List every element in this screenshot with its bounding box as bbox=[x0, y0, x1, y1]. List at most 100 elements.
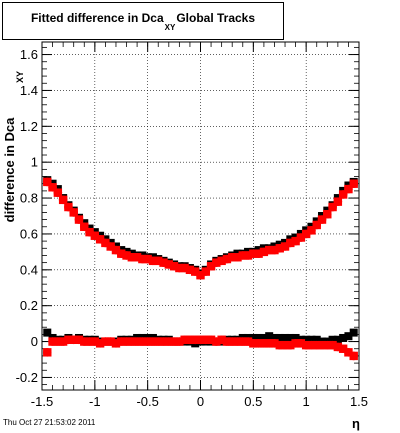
data-point-square bbox=[270, 245, 279, 255]
data-point-square bbox=[206, 335, 216, 344]
data-point-square bbox=[169, 337, 179, 346]
data-point-square bbox=[228, 253, 237, 262]
data-point-square bbox=[323, 340, 332, 350]
data-point-square bbox=[338, 344, 348, 353]
data-point-square bbox=[249, 339, 258, 348]
data-point-square bbox=[317, 215, 327, 224]
data-point bbox=[259, 333, 268, 342]
data-point-square bbox=[53, 337, 63, 346]
data-point-square bbox=[249, 249, 258, 258]
data-point bbox=[249, 333, 258, 342]
data-point-square bbox=[196, 335, 205, 344]
data-point-square bbox=[169, 262, 179, 271]
chart-title-box: Fitted difference in DcaXYGlobal Tracks bbox=[2, 2, 284, 40]
data-point-square bbox=[101, 337, 110, 346]
data-point-square bbox=[317, 340, 327, 350]
data-point-square bbox=[164, 260, 173, 269]
data-point-square bbox=[312, 220, 321, 230]
data-point-square bbox=[307, 226, 316, 235]
data-point-square bbox=[122, 251, 131, 260]
y-axis-label-subscript: XY bbox=[15, 71, 25, 83]
data-point-square bbox=[111, 245, 121, 255]
data-point bbox=[265, 332, 274, 341]
data-point-square bbox=[85, 227, 94, 237]
data-point-square bbox=[275, 340, 284, 350]
data-point-square bbox=[80, 222, 89, 231]
y-tick-label: 0.2 bbox=[20, 298, 38, 313]
data-point-square bbox=[175, 263, 184, 273]
data-point-square bbox=[74, 215, 84, 224]
data-point-square bbox=[333, 342, 343, 352]
data-point-square bbox=[69, 208, 78, 217]
data-point-square bbox=[307, 340, 316, 350]
data-point-square bbox=[275, 244, 284, 253]
data-point-square bbox=[243, 337, 253, 346]
y-tick-label: 1 bbox=[31, 155, 38, 170]
data-point-square bbox=[296, 233, 306, 242]
data-point-square bbox=[280, 340, 290, 350]
data-point-square bbox=[270, 339, 279, 348]
data-point-square bbox=[90, 337, 100, 346]
data-point-square bbox=[74, 335, 84, 344]
data-point-square bbox=[201, 267, 210, 276]
data-point-square bbox=[312, 340, 321, 350]
data-point-square bbox=[64, 335, 73, 344]
data-point-square bbox=[175, 337, 184, 346]
tick-labels: -1.5 -1 -0.5 0 0.5 1 1.5 -0.2 0 0.2 0.4 0.6 0.8 1 1.2 1… bbox=[16, 47, 368, 409]
data-point bbox=[275, 333, 284, 342]
data-point bbox=[286, 333, 295, 342]
data-point-square bbox=[286, 238, 295, 248]
data-point-square bbox=[148, 256, 158, 266]
data-point-square bbox=[58, 195, 68, 205]
data-point-square bbox=[328, 340, 337, 350]
data-point bbox=[291, 333, 300, 342]
data-point bbox=[281, 333, 290, 342]
x-tick-label: 1 bbox=[303, 394, 310, 409]
data-point-square bbox=[254, 339, 263, 348]
y-tick-label: 0.6 bbox=[20, 226, 38, 241]
data-point-square bbox=[106, 337, 115, 346]
data-point bbox=[270, 333, 279, 342]
data-point-square bbox=[53, 188, 63, 197]
data-point-square bbox=[143, 254, 152, 264]
data-point-square bbox=[138, 337, 147, 346]
data-point bbox=[333, 335, 342, 344]
chart-title: Fitted difference in DcaXYGlobal Tracks bbox=[3, 11, 283, 32]
data-point-square bbox=[228, 337, 237, 346]
data-point-square bbox=[180, 335, 189, 344]
data-point-square bbox=[344, 184, 353, 194]
data-point bbox=[307, 335, 316, 344]
chart-title-subscript: XY bbox=[164, 23, 176, 32]
axis-ticks bbox=[41, 42, 360, 390]
data-point-square bbox=[90, 231, 100, 240]
data-point-square bbox=[122, 337, 131, 346]
chart-title-main: Fitted difference in Dca bbox=[30, 11, 164, 25]
data-point-square bbox=[222, 254, 232, 264]
data-point-square bbox=[259, 247, 269, 257]
data-point bbox=[344, 332, 353, 341]
data-point-square bbox=[217, 335, 226, 344]
data-point-square bbox=[43, 348, 52, 357]
data-point-square bbox=[95, 339, 105, 348]
y-tick-label: 0.4 bbox=[20, 262, 38, 277]
y-axis-label: difference in Dca bbox=[2, 117, 17, 223]
x-tick-label: -1.5 bbox=[31, 394, 53, 409]
data-point-square bbox=[111, 339, 121, 348]
data-point-square bbox=[264, 339, 274, 348]
x-tick-label: 0.5 bbox=[244, 394, 262, 409]
x-tick-label: -0.5 bbox=[136, 394, 158, 409]
data-point bbox=[254, 333, 263, 342]
data-point-square bbox=[296, 339, 306, 348]
x-axis-label: η bbox=[352, 416, 360, 431]
data-point-square bbox=[217, 256, 226, 266]
data-point-square bbox=[328, 202, 337, 212]
data-point-square bbox=[254, 249, 263, 258]
data-point-square bbox=[148, 337, 158, 346]
data-point-square bbox=[212, 258, 221, 267]
x-tick-label: 0 bbox=[197, 394, 204, 409]
data-point-square bbox=[206, 262, 216, 271]
data-point-square bbox=[280, 242, 290, 251]
data-point-square bbox=[164, 337, 173, 346]
data-point-square bbox=[69, 335, 78, 344]
